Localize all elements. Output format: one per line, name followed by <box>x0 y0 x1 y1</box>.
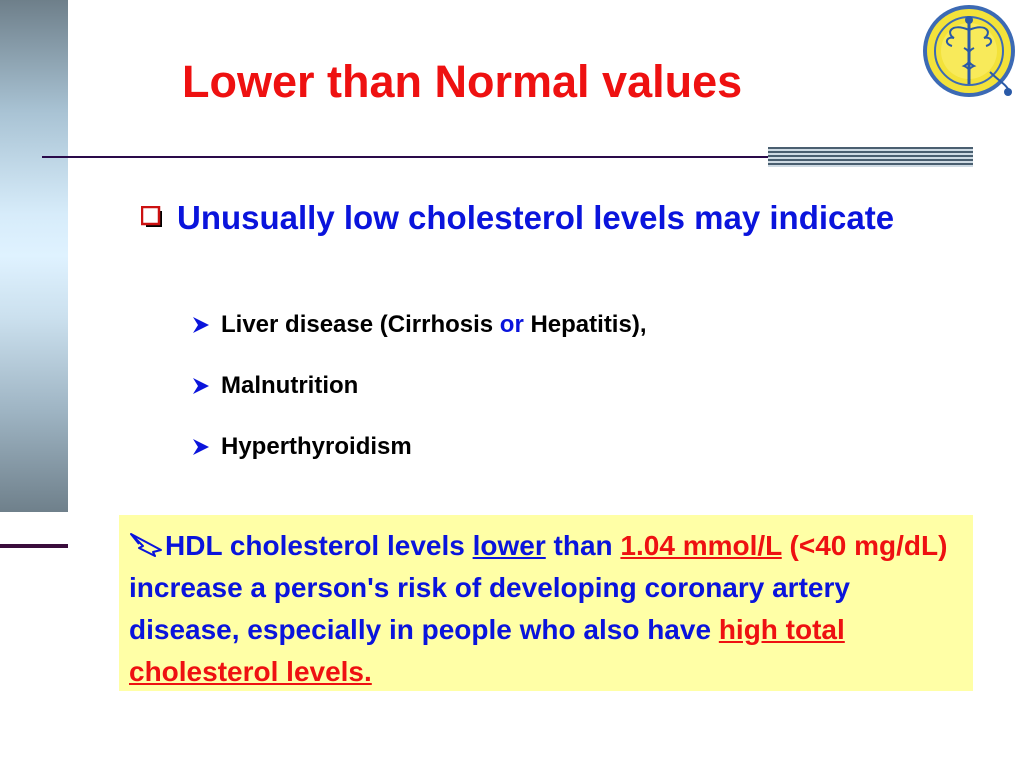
sub-bullet-hyperthyroidism: Hyperthyroidism <box>192 433 412 461</box>
sub-bullet-liver: Liver disease (Cirrhosis or Hepatitis), <box>192 311 646 339</box>
sub-bullet-malnutrition-text: Malnutrition <box>221 372 359 399</box>
side-accent-line <box>0 544 68 548</box>
arrowhead-bullet-icon <box>193 378 209 394</box>
side-decoration-bar <box>0 0 68 512</box>
hdl-high-total: high total cholesterol levels. <box>129 614 845 687</box>
highlight-box: HDL cholesterol levels lower than 1.04 m… <box>119 515 973 691</box>
arrowhead-bullet-icon <box>193 439 209 455</box>
sub-bullet-or: or <box>499 311 524 338</box>
hdl-text-1: HDL cholesterol levels <box>165 530 473 561</box>
sub-bullet-malnutrition: Malnutrition <box>192 372 358 400</box>
title-underline <box>42 156 772 158</box>
hdl-mmol: 1.04 mmol/L <box>620 530 782 561</box>
highlight-text: HDL cholesterol levels lower than 1.04 m… <box>129 525 965 693</box>
main-bullet: Unusually low cholesterol levels may ind… <box>141 195 901 240</box>
medical-caduceus-logo <box>923 5 1015 97</box>
hdl-text-3: than <box>545 530 621 561</box>
slide-title: Lower than Normal values <box>182 56 743 107</box>
main-bullet-text: Unusually low cholesterol levels may ind… <box>177 199 895 236</box>
checkbox-bullet-icon <box>141 206 162 227</box>
sub-bullet-liver-post: Hepatitis), <box>523 311 647 338</box>
pencil-pointer-icon <box>130 533 162 557</box>
sub-bullet-liver-pre: Liver disease (Cirrhosis <box>221 311 500 338</box>
hdl-lower: lower <box>472 530 546 561</box>
title-stripes-decoration <box>768 147 973 167</box>
hdl-mgdl: (<40 mg/dL) <box>789 530 948 561</box>
sub-bullet-hyperthyroidism-text: Hyperthyroidism <box>221 433 412 460</box>
hdl-text-6: increase a person's risk of developing c… <box>129 572 850 645</box>
arrowhead-bullet-icon <box>193 317 209 333</box>
